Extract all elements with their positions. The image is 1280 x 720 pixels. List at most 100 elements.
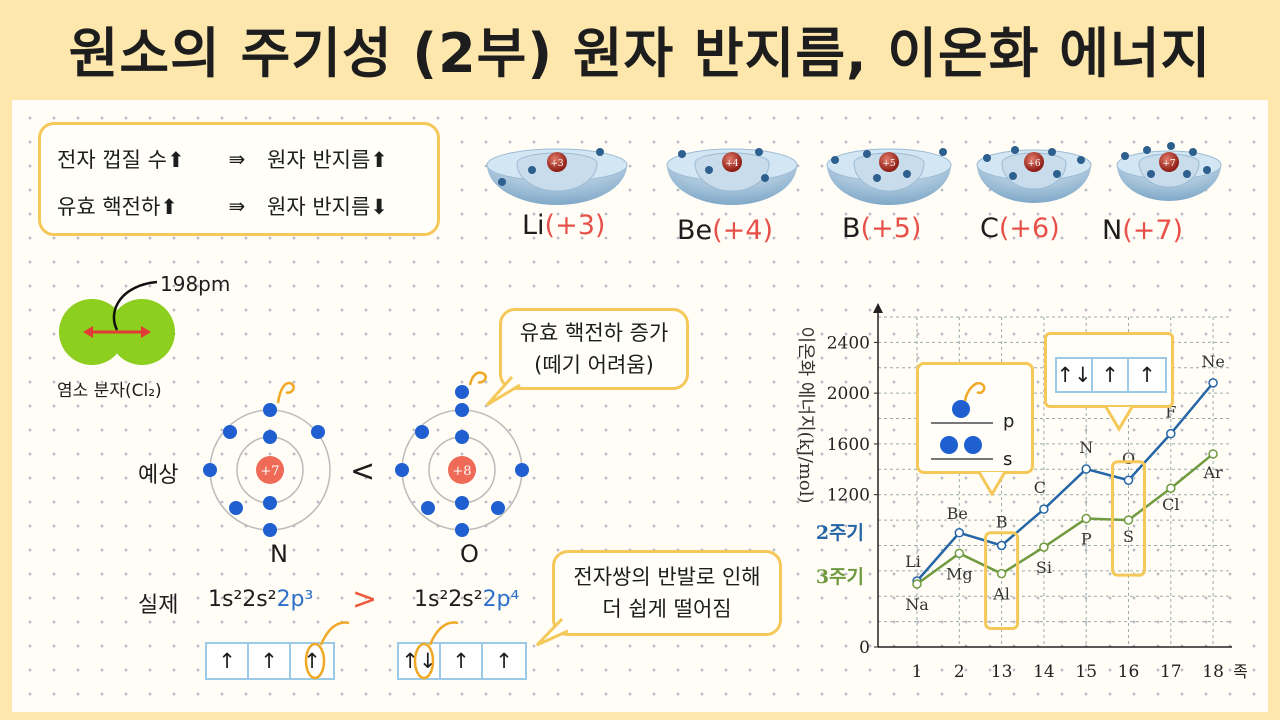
data-point — [1081, 513, 1091, 524]
electron-removal-arrow-n — [304, 621, 350, 680]
orbital-cell: ↑↓ — [1056, 359, 1093, 391]
data-point — [1081, 464, 1091, 474]
data-point — [912, 579, 922, 589]
element-label: B — [996, 512, 1008, 531]
y-tick-label: 0 — [859, 638, 870, 658]
ps-inset: p s — [916, 362, 1034, 474]
x-tick-label: 16 — [1118, 662, 1140, 682]
atom-li: +3 — [486, 148, 628, 205]
element-label: S — [1123, 527, 1134, 546]
element-label: Ar — [1202, 463, 1223, 482]
atom-be: +4 — [666, 148, 798, 205]
rule-row: 전자 껍질 수⬆ ⇛ 원자 반지름⬆ — [57, 135, 421, 182]
atom-n: +7 — [1116, 142, 1222, 201]
bohr-model-o: +8 — [395, 371, 529, 537]
element-label: Si — [1036, 558, 1052, 577]
data-point — [954, 548, 965, 559]
element-label: Li — [905, 552, 921, 571]
data-point — [1166, 483, 1176, 493]
data-point — [996, 568, 1007, 579]
orbital-cell: ↑ — [1138, 363, 1156, 387]
nucleus-label: +4 — [725, 159, 739, 169]
data-point — [996, 540, 1007, 551]
config-o: 1s²2s²2p⁴ — [414, 587, 520, 612]
atom-symbol-o: O — [460, 540, 479, 568]
element-label: F — [1165, 403, 1176, 422]
nucleus-label: +3 — [550, 159, 564, 169]
element-label: Na — [905, 595, 929, 614]
y-axis-label: 이온화 에너지(kJ/mol) — [795, 327, 816, 504]
implies-arrow: ⇛ — [228, 146, 246, 171]
nucleus-label: +5 — [882, 159, 896, 169]
board: 전자 껍질 수⬆ ⇛ 원자 반지름⬆ 유효 핵전하⬆ ⇛ 원자 반지름⬇ +3 — [12, 100, 1268, 712]
rule-rhs: 원자 반지름⬆ — [267, 147, 388, 172]
repulsion-bubble: 전자쌍의 반발로 인해 더 쉽게 떨어짐 — [552, 550, 782, 636]
data-point — [1123, 475, 1134, 485]
series-name-label: 3주기 — [816, 566, 864, 588]
bubble-tail — [485, 376, 521, 407]
atom-label-li: Li(+3) — [522, 210, 606, 241]
series-line — [916, 382, 1215, 582]
rule-rhs: 원자 반지름⬇ — [267, 194, 388, 219]
x-tick-label: 18 — [1202, 662, 1224, 682]
inset-pointer — [977, 471, 1007, 497]
rule-lhs: 전자 껍질 수⬆ — [57, 147, 185, 172]
highlight-box — [984, 531, 1020, 630]
y-tick-label: 1200 — [827, 486, 870, 506]
config-n: 1s²2s²2p³ — [208, 587, 314, 612]
ps-orbital-diagram — [931, 382, 993, 460]
x-tick-label: 13 — [991, 662, 1013, 682]
element-label: Cl — [1162, 495, 1179, 514]
o-orbital-inset: ↑↓ ↑ ↑ — [1044, 332, 1174, 408]
bond-length-label: 198pm — [160, 272, 231, 296]
rule-row: 유효 핵전하⬆ ⇛ 원자 반지름⬇ — [57, 182, 421, 229]
series-line — [916, 452, 1214, 586]
x-tick-label: 15 — [1075, 662, 1097, 682]
x-tick-label: 14 — [1033, 662, 1055, 682]
s-label: s — [1003, 449, 1013, 470]
y-axis-arrow — [873, 303, 883, 313]
element-label: Mg — [946, 564, 973, 583]
chart-labels: Li Be B C N O F Ne 2주기 Na Mg Al Si P S Cl Ar 3주기 — [816, 352, 1225, 630]
chart-lines — [912, 378, 1218, 589]
x-axis-suffix: 족 — [1233, 662, 1248, 681]
series-name-label: 2주기 — [816, 522, 864, 544]
element-label: Ne — [1201, 352, 1224, 371]
element-label: C — [1034, 478, 1046, 497]
x-tick-label: 2 — [954, 662, 965, 682]
element-label: O — [1122, 449, 1135, 468]
data-point — [1039, 504, 1049, 514]
chlorine-molecule — [59, 280, 175, 365]
atom-b: +5 — [826, 148, 952, 205]
atom-label-c: C(+6) — [980, 213, 1060, 244]
nucleus-label: +6 — [1027, 159, 1041, 169]
o-orbital-inset-diagram: ↑↓ ↑ ↑ — [1055, 357, 1167, 393]
element-label: P — [1081, 530, 1092, 549]
data-point — [1208, 449, 1218, 459]
greater-than-sign: > — [352, 582, 378, 617]
electron-removal-arrow-o — [413, 621, 459, 680]
atom-label-b: B(+5) — [842, 213, 922, 244]
rules-box: 전자 껍질 수⬆ ⇛ 원자 반지름⬆ 유효 핵전하⬆ ⇛ 원자 반지름⬇ — [38, 122, 440, 236]
x-tick-label: 1 — [912, 662, 923, 682]
element-label: Al — [992, 585, 1010, 604]
orbital-cell: ↑ — [1093, 359, 1129, 391]
y-tick-label: 2400 — [827, 333, 870, 353]
data-point — [954, 528, 965, 538]
bohr-model-n: +7 — [203, 381, 331, 537]
element-label: Be — [947, 504, 968, 523]
x-tick-label: 17 — [1160, 662, 1182, 682]
data-point — [1039, 542, 1049, 552]
page-title: 원소의 주기성 (2부) 원자 반지름, 이온화 에너지 — [68, 21, 1212, 85]
atom-label-be: Be(+4) — [677, 215, 774, 246]
element-label: N — [1079, 438, 1093, 457]
orbital-cell: ↑ — [495, 649, 513, 673]
data-point — [1208, 378, 1218, 388]
p-label: p — [1003, 411, 1015, 432]
inset-pointer — [1104, 406, 1134, 432]
atom-c: +6 — [976, 146, 1092, 203]
effective-charge-bubble: 유효 핵전하 증가 (떼기 어려움) — [499, 308, 689, 390]
y-tick-label: 1600 — [827, 435, 870, 455]
